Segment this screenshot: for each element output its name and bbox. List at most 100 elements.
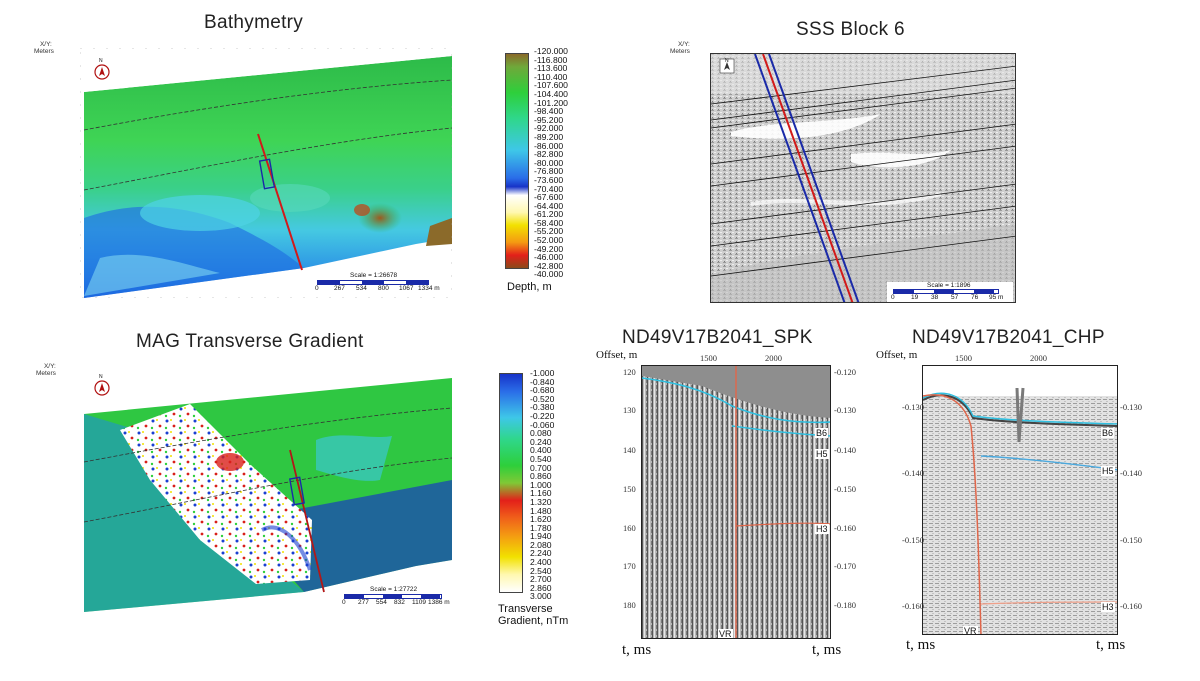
mag-scale-tick: 554 bbox=[376, 599, 387, 606]
colorbar-label: -0.520 bbox=[530, 393, 555, 404]
colorbar-label: 2.400 bbox=[530, 557, 552, 568]
mag-scale-tick: 277 bbox=[358, 599, 369, 606]
colorbar-label: -0.220 bbox=[530, 410, 555, 421]
sss-scale-tick: 57 bbox=[951, 294, 959, 301]
chp-vr-label: VR bbox=[963, 626, 978, 635]
sss-scale-tick: 76 bbox=[971, 294, 979, 301]
colorbar-label: -0.840 bbox=[530, 376, 555, 387]
spk-horizon-h5: H5 bbox=[815, 449, 829, 459]
colorbar-label: -113.600 bbox=[534, 63, 568, 74]
bathymetry-axis-label: X/Y: Meters bbox=[34, 41, 54, 55]
mag-map: N Scale = 1:27722 0 277 554 832 1109 138… bbox=[80, 370, 453, 612]
colorbar-label: 2.860 bbox=[530, 582, 552, 593]
bathymetry-scale-tick: 0 bbox=[315, 285, 319, 292]
chp-horizon-h3: H3 bbox=[1101, 602, 1115, 612]
chp-top-tick: 1500 bbox=[955, 353, 972, 363]
chp-left-tick: -0.140 bbox=[902, 468, 924, 478]
bathymetry-compass: N bbox=[94, 58, 110, 80]
colorbar-label: 0.400 bbox=[530, 445, 552, 456]
bathymetry-colorbar-labels: -120.000 -116.800 -113.600 -110.400 -107… bbox=[534, 47, 584, 279]
colorbar-label: -110.400 bbox=[534, 71, 568, 82]
sss-title: SSS Block 6 bbox=[796, 19, 905, 40]
colorbar-label: -52.000 bbox=[534, 235, 564, 246]
chp-left-tick: -0.150 bbox=[902, 535, 924, 545]
mag-colorbar-labels: -1.000 -0.840 -0.680 -0.520 -0.380 -0.22… bbox=[530, 369, 576, 601]
sss-scale-tick: 38 bbox=[931, 294, 939, 301]
chp-right-tick: -0.160 bbox=[1120, 601, 1142, 611]
spk-left-tick: 160 bbox=[623, 523, 636, 533]
chp-time-label-right: t, ms bbox=[1096, 637, 1126, 653]
bathymetry-scale-caption: Scale = 1:26678 bbox=[350, 272, 398, 279]
sss-scale-tick: 0 bbox=[891, 294, 895, 301]
colorbar-label: 2.240 bbox=[530, 548, 552, 559]
chp-left-tick: -0.130 bbox=[902, 402, 924, 412]
chp-horizon-b6: B6 bbox=[1101, 428, 1115, 438]
colorbar-label: 1.780 bbox=[530, 522, 552, 533]
sss-compass-label: N bbox=[725, 58, 729, 64]
spk-right-tick: -0.120 bbox=[834, 367, 856, 377]
spk-title: ND49V17B2041_SPK bbox=[622, 327, 813, 348]
mag-colorbar bbox=[499, 373, 523, 593]
mag-scale-caption: Scale = 1:27722 bbox=[370, 586, 418, 593]
sss-axis-label: X/Y: Meters bbox=[670, 41, 690, 55]
colorbar-label: 0.700 bbox=[530, 462, 552, 473]
spk-right-tick: -0.130 bbox=[834, 405, 856, 415]
sss-scalebar: Scale = 1:1896 0 19 38 57 76 95 m bbox=[887, 282, 1013, 302]
colorbar-label: 0.240 bbox=[530, 436, 552, 447]
bathymetry-compass-label: N bbox=[99, 58, 103, 64]
chp-top-tick: 2000 bbox=[1030, 353, 1047, 363]
bathymetry-scalebar: Scale = 1:26678 0 267 534 800 1067 1334 … bbox=[312, 272, 442, 296]
colorbar-label: 1.940 bbox=[530, 531, 552, 542]
bathymetry-colorbar bbox=[505, 53, 529, 269]
mag-scalebar: Scale = 1:27722 0 277 554 832 1109 1386 … bbox=[340, 586, 452, 610]
chp-right-tick: -0.150 bbox=[1120, 535, 1142, 545]
spk-time-label-left: t, ms bbox=[622, 642, 652, 658]
colorbar-label: 1.320 bbox=[530, 496, 552, 507]
colorbar-label: 1.000 bbox=[530, 479, 552, 490]
mag-compass: N bbox=[94, 374, 110, 396]
mag-scale-tick: 832 bbox=[394, 599, 405, 606]
chp-right-tick: -0.130 bbox=[1120, 402, 1142, 412]
colorbar-label: -70.400 bbox=[534, 183, 564, 194]
colorbar-label: 2.700 bbox=[530, 574, 552, 585]
mag-scale-tick: 1109 bbox=[412, 599, 426, 606]
colorbar-label: 0.080 bbox=[530, 428, 552, 439]
colorbar-label: -92.000 bbox=[534, 123, 564, 134]
mag-compass-label: N bbox=[99, 374, 103, 380]
colorbar-label: -40.000 bbox=[534, 269, 564, 280]
colorbar-label: -0.680 bbox=[530, 385, 555, 396]
colorbar-label: -61.200 bbox=[534, 209, 564, 220]
mag-scale-tick: 1386 m bbox=[428, 599, 450, 606]
colorbar-label: -86.000 bbox=[534, 140, 564, 151]
mag-axis-label: X/Y: Meters bbox=[36, 363, 56, 377]
colorbar-label: 1.480 bbox=[530, 505, 552, 516]
colorbar-label: 0.860 bbox=[530, 471, 552, 482]
chp-left-ticks: -0.130 -0.140 -0.150 -0.160 bbox=[896, 365, 924, 635]
colorbar-label: -89.200 bbox=[534, 131, 564, 142]
bathymetry-scale-tick: 534 bbox=[356, 285, 367, 292]
spk-left-tick: 120 bbox=[623, 367, 636, 377]
colorbar-label: 2.080 bbox=[530, 539, 552, 550]
colorbar-label: -82.800 bbox=[534, 149, 564, 160]
spk-left-tick: 130 bbox=[623, 405, 636, 415]
spk-top-tick: 1500 bbox=[700, 353, 717, 363]
colorbar-label: 1.620 bbox=[530, 514, 552, 525]
sss-scale-tick: 95 m bbox=[989, 294, 1004, 301]
colorbar-label: -64.400 bbox=[534, 200, 564, 211]
chp-left-tick: -0.160 bbox=[902, 601, 924, 611]
bathymetry-scale-tick: 800 bbox=[378, 285, 389, 292]
colorbar-label: -0.060 bbox=[530, 419, 555, 430]
colorbar-label: -0.380 bbox=[530, 402, 555, 413]
colorbar-label: -73.600 bbox=[534, 174, 564, 185]
spk-time-label-right: t, ms bbox=[812, 642, 842, 658]
chp-time-label-left: t, ms bbox=[906, 637, 936, 653]
sss-compass: N bbox=[719, 58, 735, 74]
mag-title: MAG Transverse Gradient bbox=[136, 331, 364, 352]
sss-scale-caption: Scale = 1:1896 bbox=[927, 282, 971, 289]
colorbar-label: -101.200 bbox=[534, 97, 568, 108]
chp-right-ticks: -0.130 -0.140 -0.150 -0.160 bbox=[1120, 365, 1154, 635]
bathymetry-legend-title: Depth, m bbox=[507, 281, 552, 293]
bathymetry-title: Bathymetry bbox=[204, 12, 304, 33]
colorbar-label: -49.200 bbox=[534, 243, 564, 254]
spk-left-tick: 140 bbox=[623, 445, 636, 455]
